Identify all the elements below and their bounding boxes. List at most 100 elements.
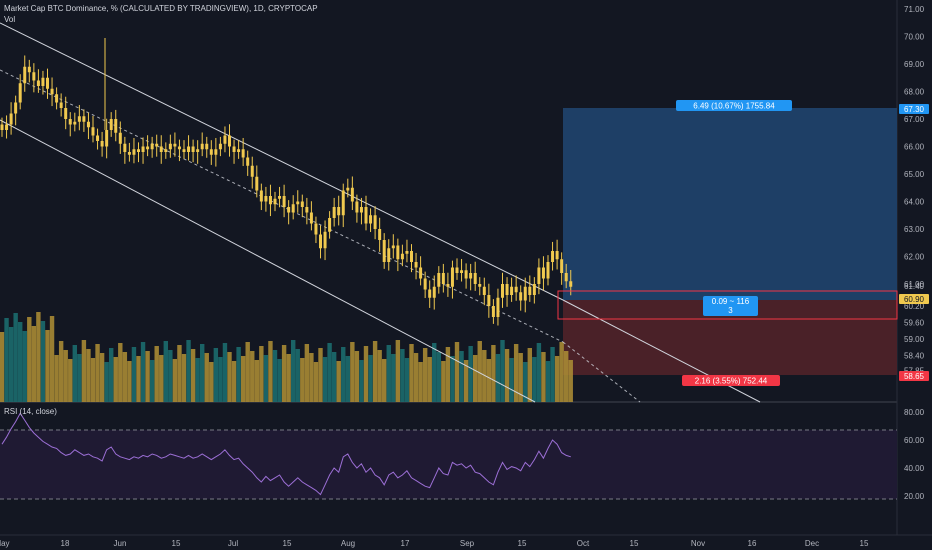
volume-bar — [386, 345, 391, 402]
volume-bar — [523, 362, 528, 402]
volume-bar — [22, 331, 27, 402]
candle-body — [355, 201, 359, 213]
price-tick-label: 59.60 — [904, 319, 925, 328]
volume-bar — [36, 312, 41, 402]
candle-body — [446, 284, 450, 287]
candle-body — [255, 176, 259, 191]
candle-body — [555, 251, 559, 260]
candle-body — [123, 143, 127, 152]
volume-bar — [63, 350, 68, 402]
candle-body — [382, 240, 386, 262]
candle-body — [32, 72, 36, 81]
candle-body — [405, 251, 409, 254]
volume-bar — [513, 344, 519, 402]
time-tick-label: 17 — [401, 539, 410, 548]
rsi-axis-ticks: 80.00 60.00 40.00 20.00 — [904, 408, 925, 501]
volume-bar — [532, 357, 537, 402]
candle-body — [537, 267, 541, 284]
candle-body — [46, 77, 49, 89]
candle-body — [155, 143, 159, 147]
candle-body — [369, 215, 373, 224]
target-label: 6.49 (10.67%) 1755.84 — [693, 102, 775, 111]
candle-body — [400, 253, 404, 260]
ratio-label-tag[interactable]: 0.09 ~ 116 3 — [703, 296, 758, 316]
candle-body — [432, 286, 436, 298]
candles — [0, 38, 573, 326]
candle-body — [560, 259, 564, 273]
volume-bar — [382, 359, 387, 402]
candle-body — [450, 267, 454, 287]
candle-body — [464, 270, 468, 279]
volume-bar — [477, 341, 482, 402]
volume-bar — [127, 361, 132, 402]
volume-bar — [291, 340, 296, 402]
candle-body — [337, 207, 341, 216]
volume-bar — [277, 359, 282, 402]
price-tick-label: 69.00 — [904, 60, 925, 69]
channel-middle-line[interactable] — [0, 69, 564, 343]
volume-bar — [250, 351, 255, 402]
volume-bar — [268, 341, 273, 402]
time-tick-label: Jun — [114, 539, 127, 548]
candle-body — [64, 108, 68, 119]
volume-bar — [445, 347, 451, 402]
channel-lower-line[interactable] — [0, 119, 536, 403]
candle-body — [232, 146, 236, 152]
target-label-tag[interactable]: 6.49 (10.67%) 1755.84 — [676, 100, 792, 111]
candle-body — [551, 251, 555, 262]
channel-upper-line[interactable] — [0, 22, 564, 301]
target-zone[interactable] — [563, 108, 897, 300]
candle-body — [478, 284, 482, 287]
volume-bar — [554, 356, 560, 402]
price-tick-label: 60.20 — [904, 302, 925, 311]
volume-bar — [54, 355, 59, 402]
time-tick-label: 16 — [748, 539, 757, 548]
candle-body — [27, 66, 31, 73]
candle-body — [209, 149, 213, 155]
volume-legend: Vol — [4, 15, 16, 24]
stop-label: 2.16 (3.55%) 752.44 — [695, 377, 768, 386]
candle-body — [546, 262, 550, 279]
volume-bar — [140, 342, 146, 402]
candle-body — [18, 83, 22, 103]
candle-body — [86, 121, 90, 128]
candle-body — [278, 196, 282, 199]
entry-box-outline[interactable] — [557, 290, 898, 320]
volume-bar — [109, 348, 114, 402]
candle-body — [501, 284, 504, 298]
candle-body — [396, 245, 400, 260]
candle-body — [510, 286, 514, 295]
volume-bar — [322, 357, 328, 402]
time-tick-label: Jul — [228, 539, 238, 548]
candle-body — [282, 196, 286, 207]
channel-middle-line-extension[interactable] — [562, 341, 641, 403]
volume-bar — [113, 357, 118, 402]
volume-bar — [286, 354, 291, 402]
candle-body — [487, 295, 491, 306]
volume-bar — [159, 355, 164, 402]
stop-label-tag[interactable]: 2.16 (3.55%) 752.44 — [682, 375, 780, 386]
volume-bar — [77, 354, 82, 402]
candle-body — [341, 190, 345, 216]
candle-body — [237, 149, 241, 152]
candle-body — [564, 273, 568, 282]
candle-body — [77, 116, 81, 122]
candle-body — [23, 66, 27, 84]
volume-bar — [104, 362, 109, 402]
candle-body — [146, 146, 150, 150]
candle-body — [519, 292, 523, 301]
candle-body — [50, 88, 54, 95]
volume-bar — [40, 321, 46, 402]
candle-body — [214, 149, 218, 155]
candle-body — [391, 245, 395, 249]
volume-bar — [400, 349, 405, 402]
volume-bar — [327, 343, 332, 402]
volume-bar — [118, 343, 123, 402]
volume-bar — [404, 358, 410, 402]
candle-body — [100, 141, 104, 147]
volume-bar — [259, 346, 264, 402]
time-tick-label: Sep — [460, 539, 475, 548]
volume-bar — [536, 343, 542, 402]
time-tick-label: 15 — [630, 539, 639, 548]
